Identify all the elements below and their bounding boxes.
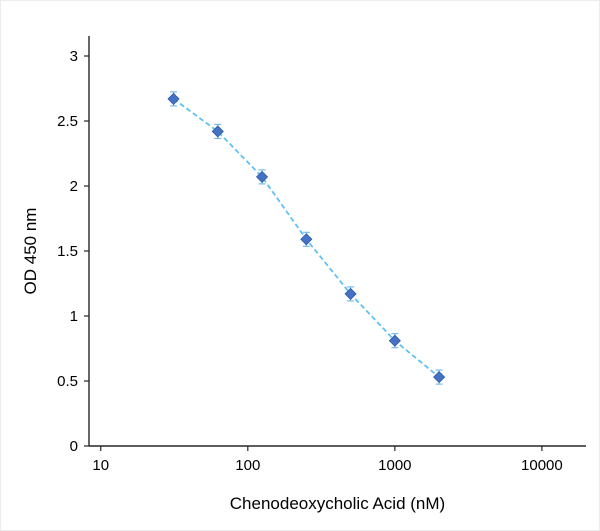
data-point-marker [300,233,313,246]
x-tick-label: 10 [92,457,109,474]
y-tick-label: 0.5 [57,373,78,390]
data-point-marker [433,371,446,384]
x-axis-title: Chenodeoxycholic Acid (nM) [229,494,446,513]
data-point-marker [255,170,269,183]
x-tick-label: 10000 [521,457,563,474]
x-tick-label: 1000 [378,457,411,474]
x-tick-label: 100 [235,457,260,474]
y-axis-title: OD 450 nm [21,207,40,295]
data-point-marker [344,287,357,300]
y-tick-label: 2.5 [57,113,78,130]
y-tick-label: 1 [70,308,78,325]
data-point-marker [211,125,224,138]
y-tick-label: 1.5 [57,243,78,260]
y-tick-label: 0 [70,438,78,455]
data-point-marker [388,334,401,347]
y-tick-label: 3 [70,48,78,65]
y-tick-label: 2 [70,178,78,195]
data-point-marker [167,92,180,105]
